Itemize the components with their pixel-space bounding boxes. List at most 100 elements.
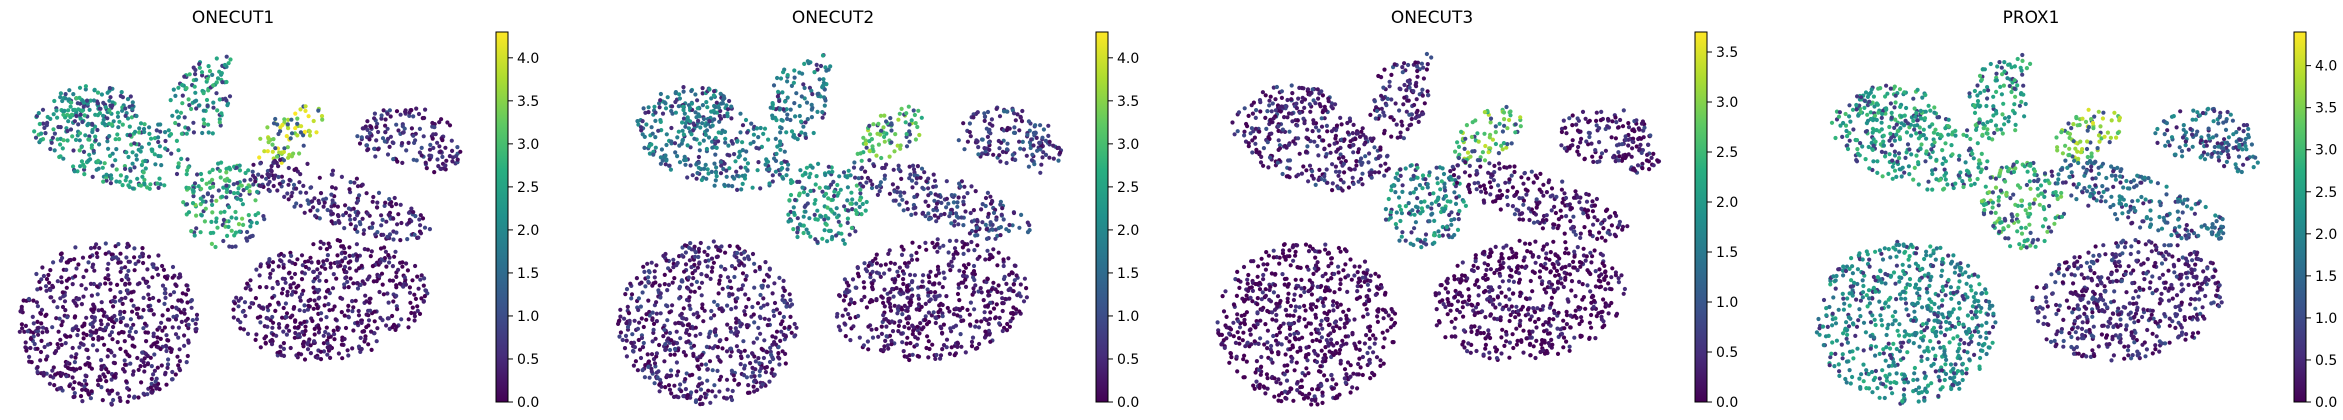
cell-point [141,326,146,331]
cell-point [1004,109,1009,114]
cell-point [115,391,120,396]
cell-point [254,332,259,337]
cell-point [636,296,642,301]
cell-point [241,327,246,332]
cell-point [265,324,270,329]
cell-point [820,189,825,194]
cell-point [947,214,952,219]
cell-point [271,160,276,165]
cell-point [285,289,290,294]
cell-point [432,125,437,130]
cell-point [378,315,383,320]
cell-point [705,367,710,372]
cell-point [956,195,961,200]
cell-point [318,317,324,322]
cell-point [804,100,810,105]
cell-point [734,344,740,349]
cell-point [670,280,675,285]
cell-point [440,154,445,159]
cell-point [302,129,307,134]
cell-point [1310,387,1315,392]
cell-point [220,80,225,85]
cell-point [241,188,246,193]
cell-point [685,322,690,328]
cell-point [900,340,905,345]
cell-point [326,332,331,337]
cell-point [285,145,290,150]
cell-point [650,131,655,136]
cell-point [74,113,79,119]
cell-point [157,176,162,181]
cell-point [967,130,972,135]
cell-point [295,333,300,338]
cell-point [394,230,399,235]
cell-point [867,123,872,128]
cell-point [430,120,435,126]
cell-point [445,120,450,125]
cell-point [1056,158,1061,163]
cell-point [78,112,83,117]
cell-point [842,277,848,282]
cell-point [972,307,977,312]
cell-point [410,278,415,283]
scatter-points [616,53,1064,407]
cell-point [990,198,995,204]
cell-point [710,368,715,373]
cell-point [383,123,388,128]
cell-point [146,141,152,146]
cell-point [224,54,229,59]
cell-point [191,120,196,125]
cell-point [289,292,294,297]
cell-point [834,314,840,319]
cell-point [88,246,94,251]
cell-point [105,354,110,359]
cell-point [164,333,169,338]
cell-point [101,179,106,184]
cell-point [387,260,392,265]
cell-point [316,325,321,330]
cell-point [44,326,49,332]
cell-point [975,243,980,248]
cell-point [43,284,49,289]
cell-point [237,163,242,168]
cell-point [194,106,199,111]
cell-point [422,115,427,121]
cell-point [639,280,644,285]
cell-point [76,122,81,127]
cell-point [224,195,229,200]
cell-point [888,305,893,310]
cell-point [919,166,925,171]
cell-point [355,320,360,325]
cell-point [117,137,122,142]
cell-point [991,210,997,215]
cell-point [675,154,680,159]
cell-point [1284,378,1290,383]
cell-point [409,310,414,316]
cell-point [437,120,442,125]
cell-point [184,172,189,177]
cell-point [967,231,973,236]
cell-point [886,299,891,304]
cell-point [683,262,689,267]
cell-point [665,95,670,100]
cell-point [295,116,300,121]
cell-point [63,96,68,101]
cell-point [1318,369,1323,374]
cell-point [732,377,737,383]
cell-point [361,228,367,233]
cell-point [661,253,666,258]
cell-point [173,317,179,322]
cell-point [118,173,123,178]
cell-point [924,247,929,252]
cell-point [105,267,110,272]
cell-point [781,314,787,320]
cell-point [723,250,728,255]
cell-point [830,197,835,202]
cell-point [973,189,978,194]
cell-point [126,154,131,160]
cell-point [871,122,876,127]
cell-point [882,304,887,309]
cell-point [204,97,210,103]
cell-point [783,351,788,356]
cell-point [820,115,825,120]
